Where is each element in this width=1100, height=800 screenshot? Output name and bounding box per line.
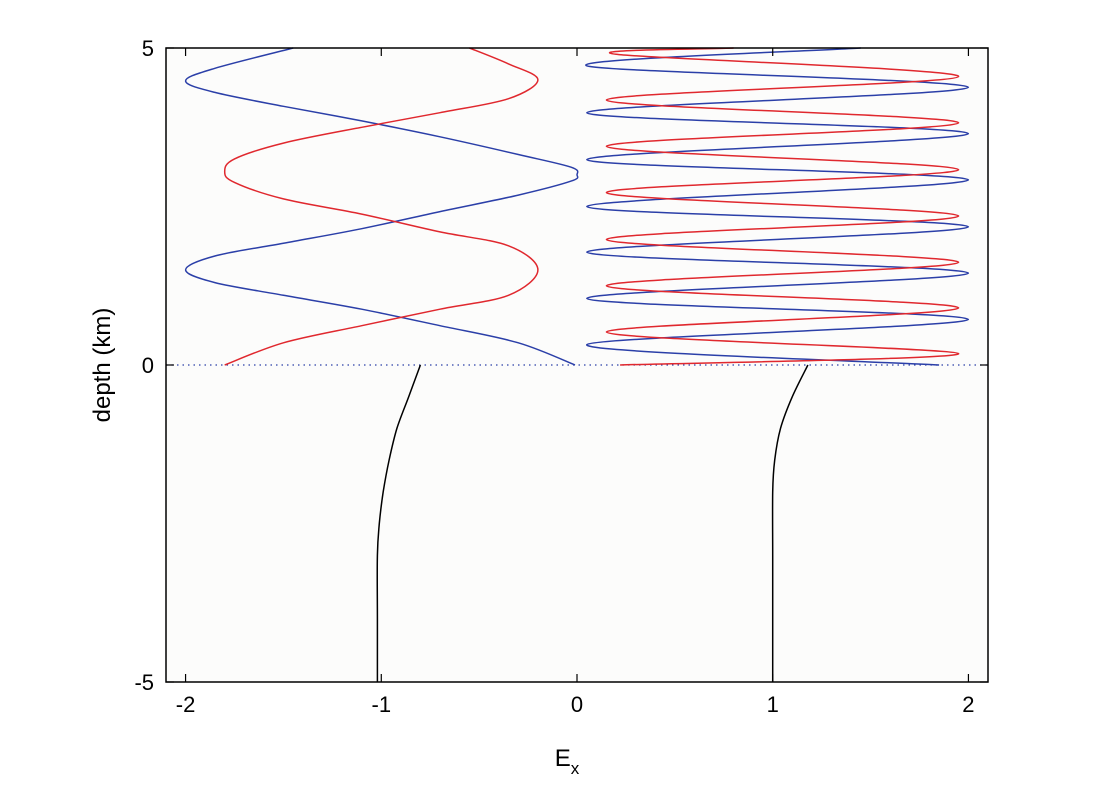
series-line-4 [605, 47, 960, 366]
y-tick-label-5: 5 [142, 36, 154, 61]
tick-layer: -2 -1 0 1 2 -5 0 5 [134, 36, 988, 717]
series-line-1 [184, 47, 579, 366]
series-line-5 [376, 364, 422, 682]
x-tick-label-2: 2 [962, 692, 974, 717]
x-tick-label--2: -2 [176, 692, 196, 717]
x-tick-label-0: 0 [571, 692, 583, 717]
x-axis-label: Ex [555, 745, 580, 778]
series-line-6 [771, 364, 809, 682]
axes-background [166, 48, 988, 682]
x-tick-label--1: -1 [372, 692, 392, 717]
y-axis-label: depth (km) [89, 308, 116, 423]
x-axis-label-main: E [555, 745, 571, 772]
series-line-2 [223, 47, 539, 366]
y-tick-label-0: 0 [142, 353, 154, 378]
series-layer [184, 47, 970, 682]
x-axis-label-subscript: x [571, 759, 580, 778]
y-tick-label--5: -5 [134, 670, 154, 695]
series-line-3 [585, 47, 970, 366]
x-tick-label-1: 1 [767, 692, 779, 717]
